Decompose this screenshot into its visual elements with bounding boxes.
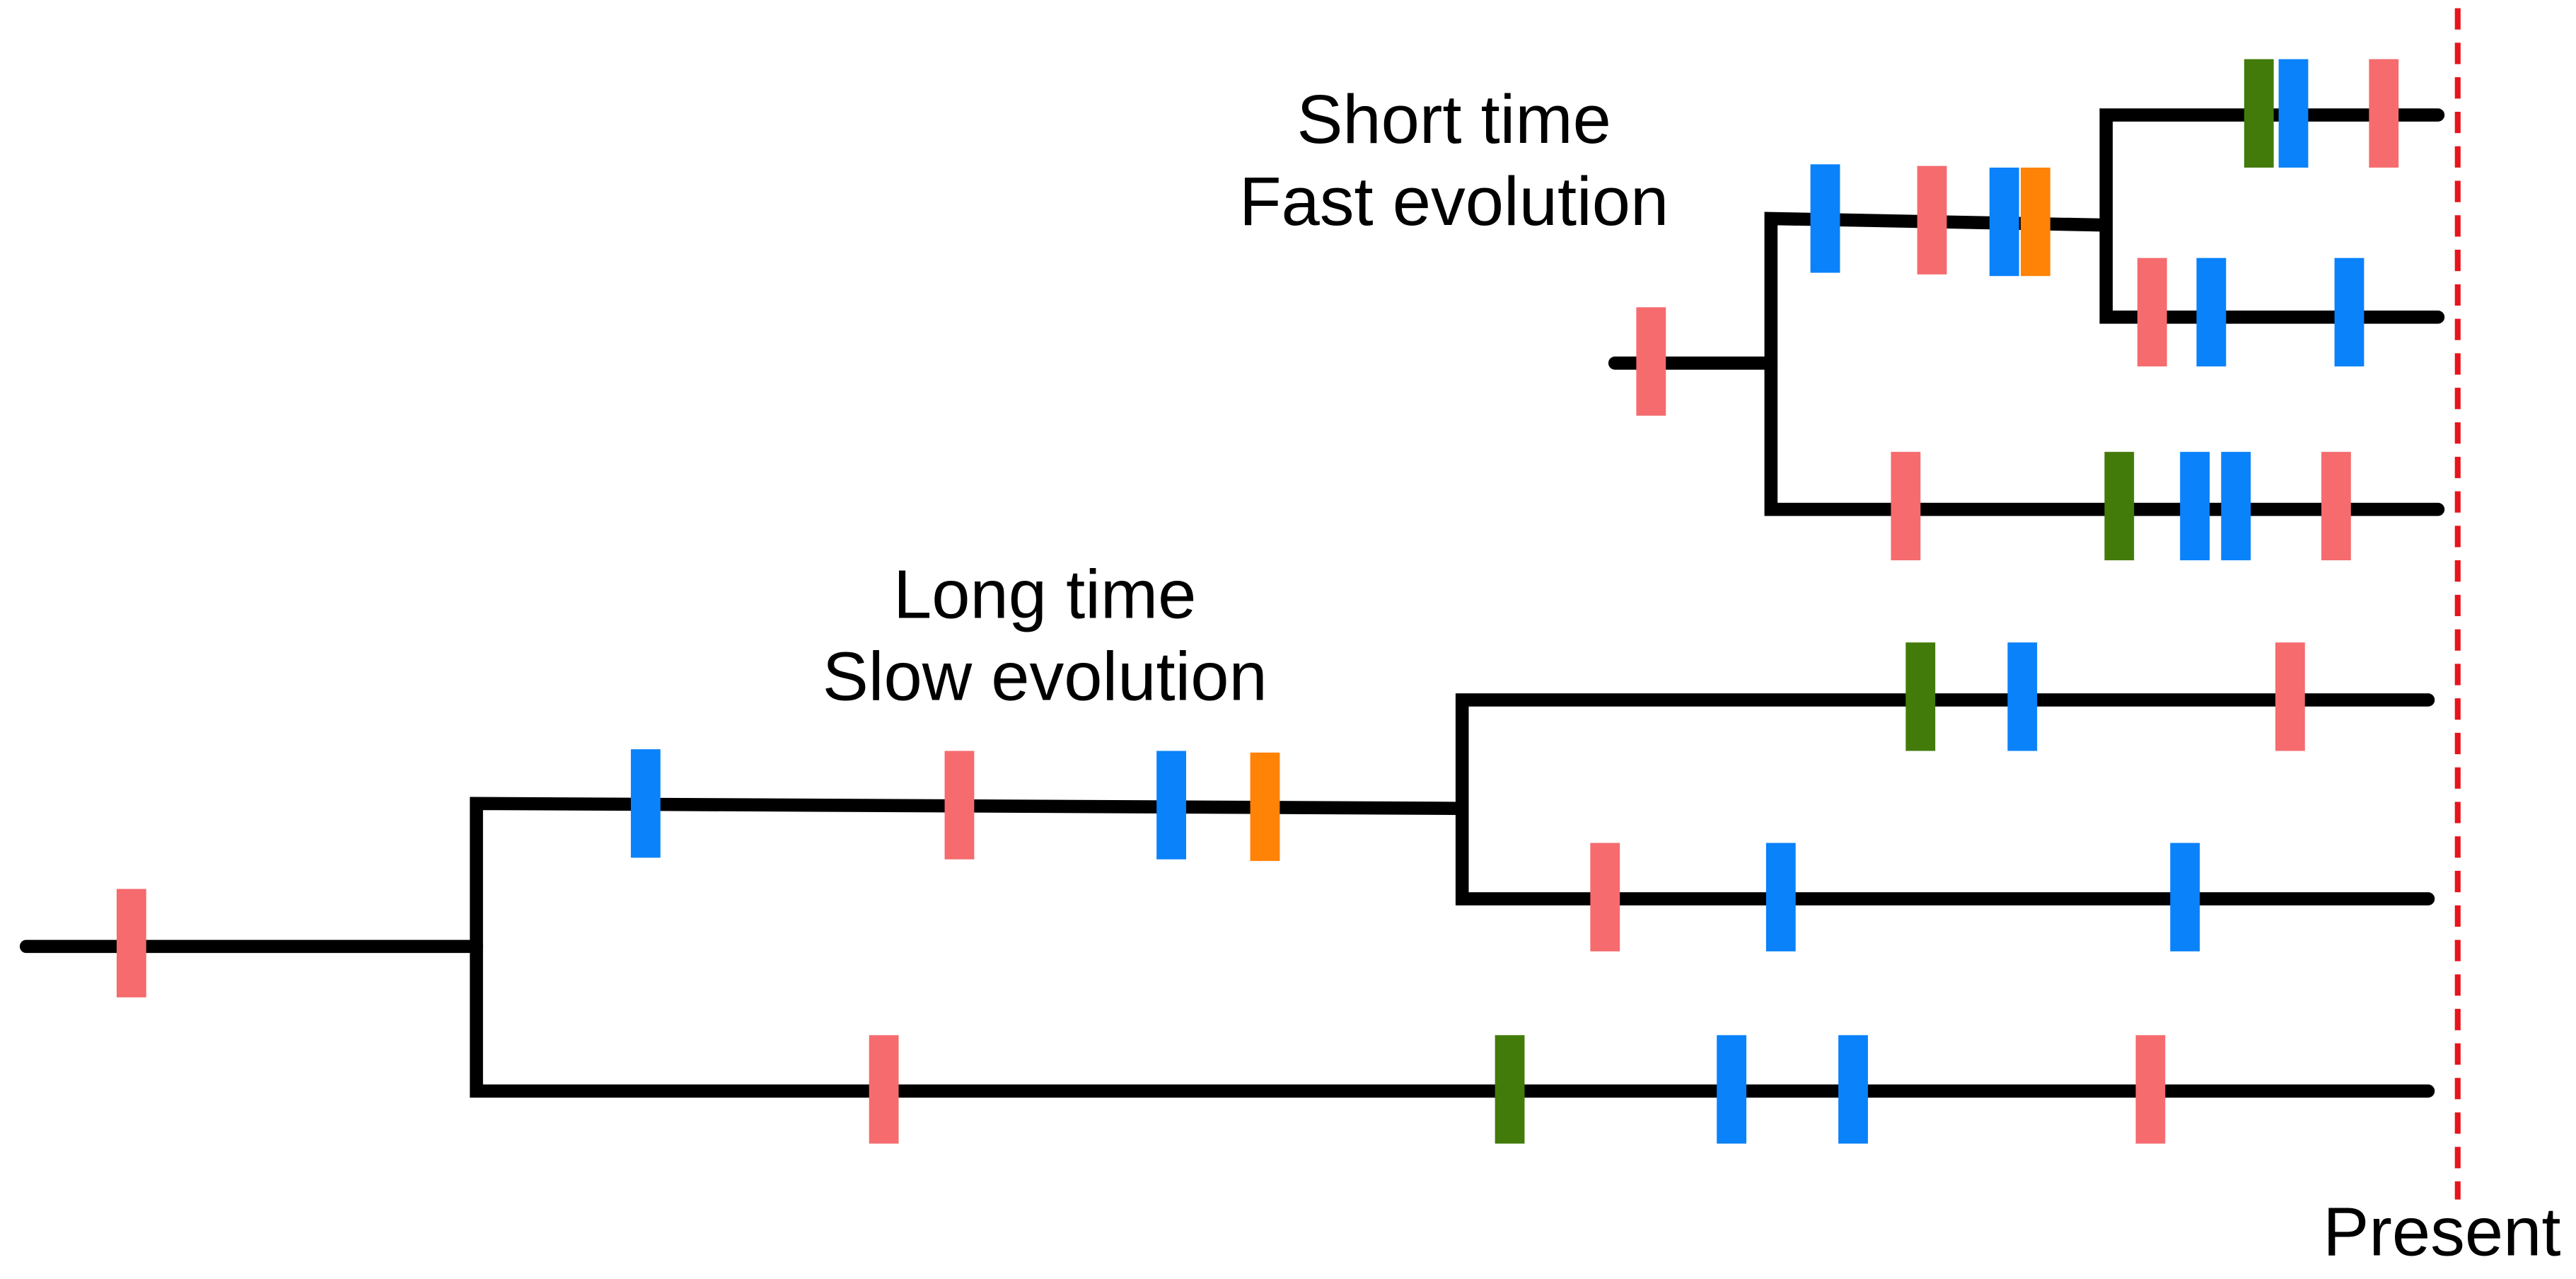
- marker-blue: [2334, 257, 2365, 366]
- marker-green: [1905, 642, 1936, 751]
- marker-green: [2104, 451, 2135, 561]
- marker-orange: [1250, 752, 1280, 862]
- fast-evolution-label: Fast evolution: [1239, 163, 1669, 240]
- marker-pink: [1590, 843, 1620, 951]
- marker-pink: [116, 889, 146, 997]
- marker-orange: [2020, 167, 2050, 277]
- marker-blue: [2180, 451, 2210, 561]
- marker-pink: [2275, 642, 2305, 751]
- branch-line: [1455, 693, 2435, 905]
- marker-blue: [2278, 59, 2309, 168]
- short-time-label: Short time: [1296, 81, 1611, 158]
- marker-blue: [1810, 164, 1840, 273]
- marker-pink: [1891, 451, 1921, 561]
- long-time-tree: [19, 693, 2435, 1098]
- marker-pink: [1917, 166, 1947, 274]
- marker-blue: [2196, 257, 2227, 366]
- slow-evolution-label: Slow evolution: [823, 637, 1267, 714]
- marker-blue: [2221, 451, 2251, 561]
- markers: [116, 59, 2399, 1144]
- long-time-label: Long time: [893, 555, 1196, 632]
- marker-blue: [1838, 1035, 1868, 1144]
- marker-blue: [1765, 843, 1796, 951]
- marker-pink: [2137, 257, 2167, 366]
- marker-pink: [2135, 1035, 2166, 1144]
- present-label: Present: [2323, 1193, 2560, 1271]
- marker-blue: [630, 749, 661, 858]
- marker-green: [1495, 1035, 1525, 1144]
- marker-blue: [1989, 167, 2019, 277]
- marker-pink: [2321, 451, 2351, 561]
- marker-pink: [1636, 307, 1666, 416]
- marker-green: [2244, 59, 2274, 168]
- marker-blue: [1156, 751, 1186, 860]
- marker-pink: [944, 751, 975, 860]
- marker-blue: [2170, 843, 2200, 951]
- marker-pink: [869, 1035, 899, 1144]
- marker-pink: [2369, 59, 2399, 168]
- marker-blue: [1717, 1035, 1747, 1144]
- marker-blue: [2007, 642, 2038, 751]
- branch-line: [470, 797, 2435, 1098]
